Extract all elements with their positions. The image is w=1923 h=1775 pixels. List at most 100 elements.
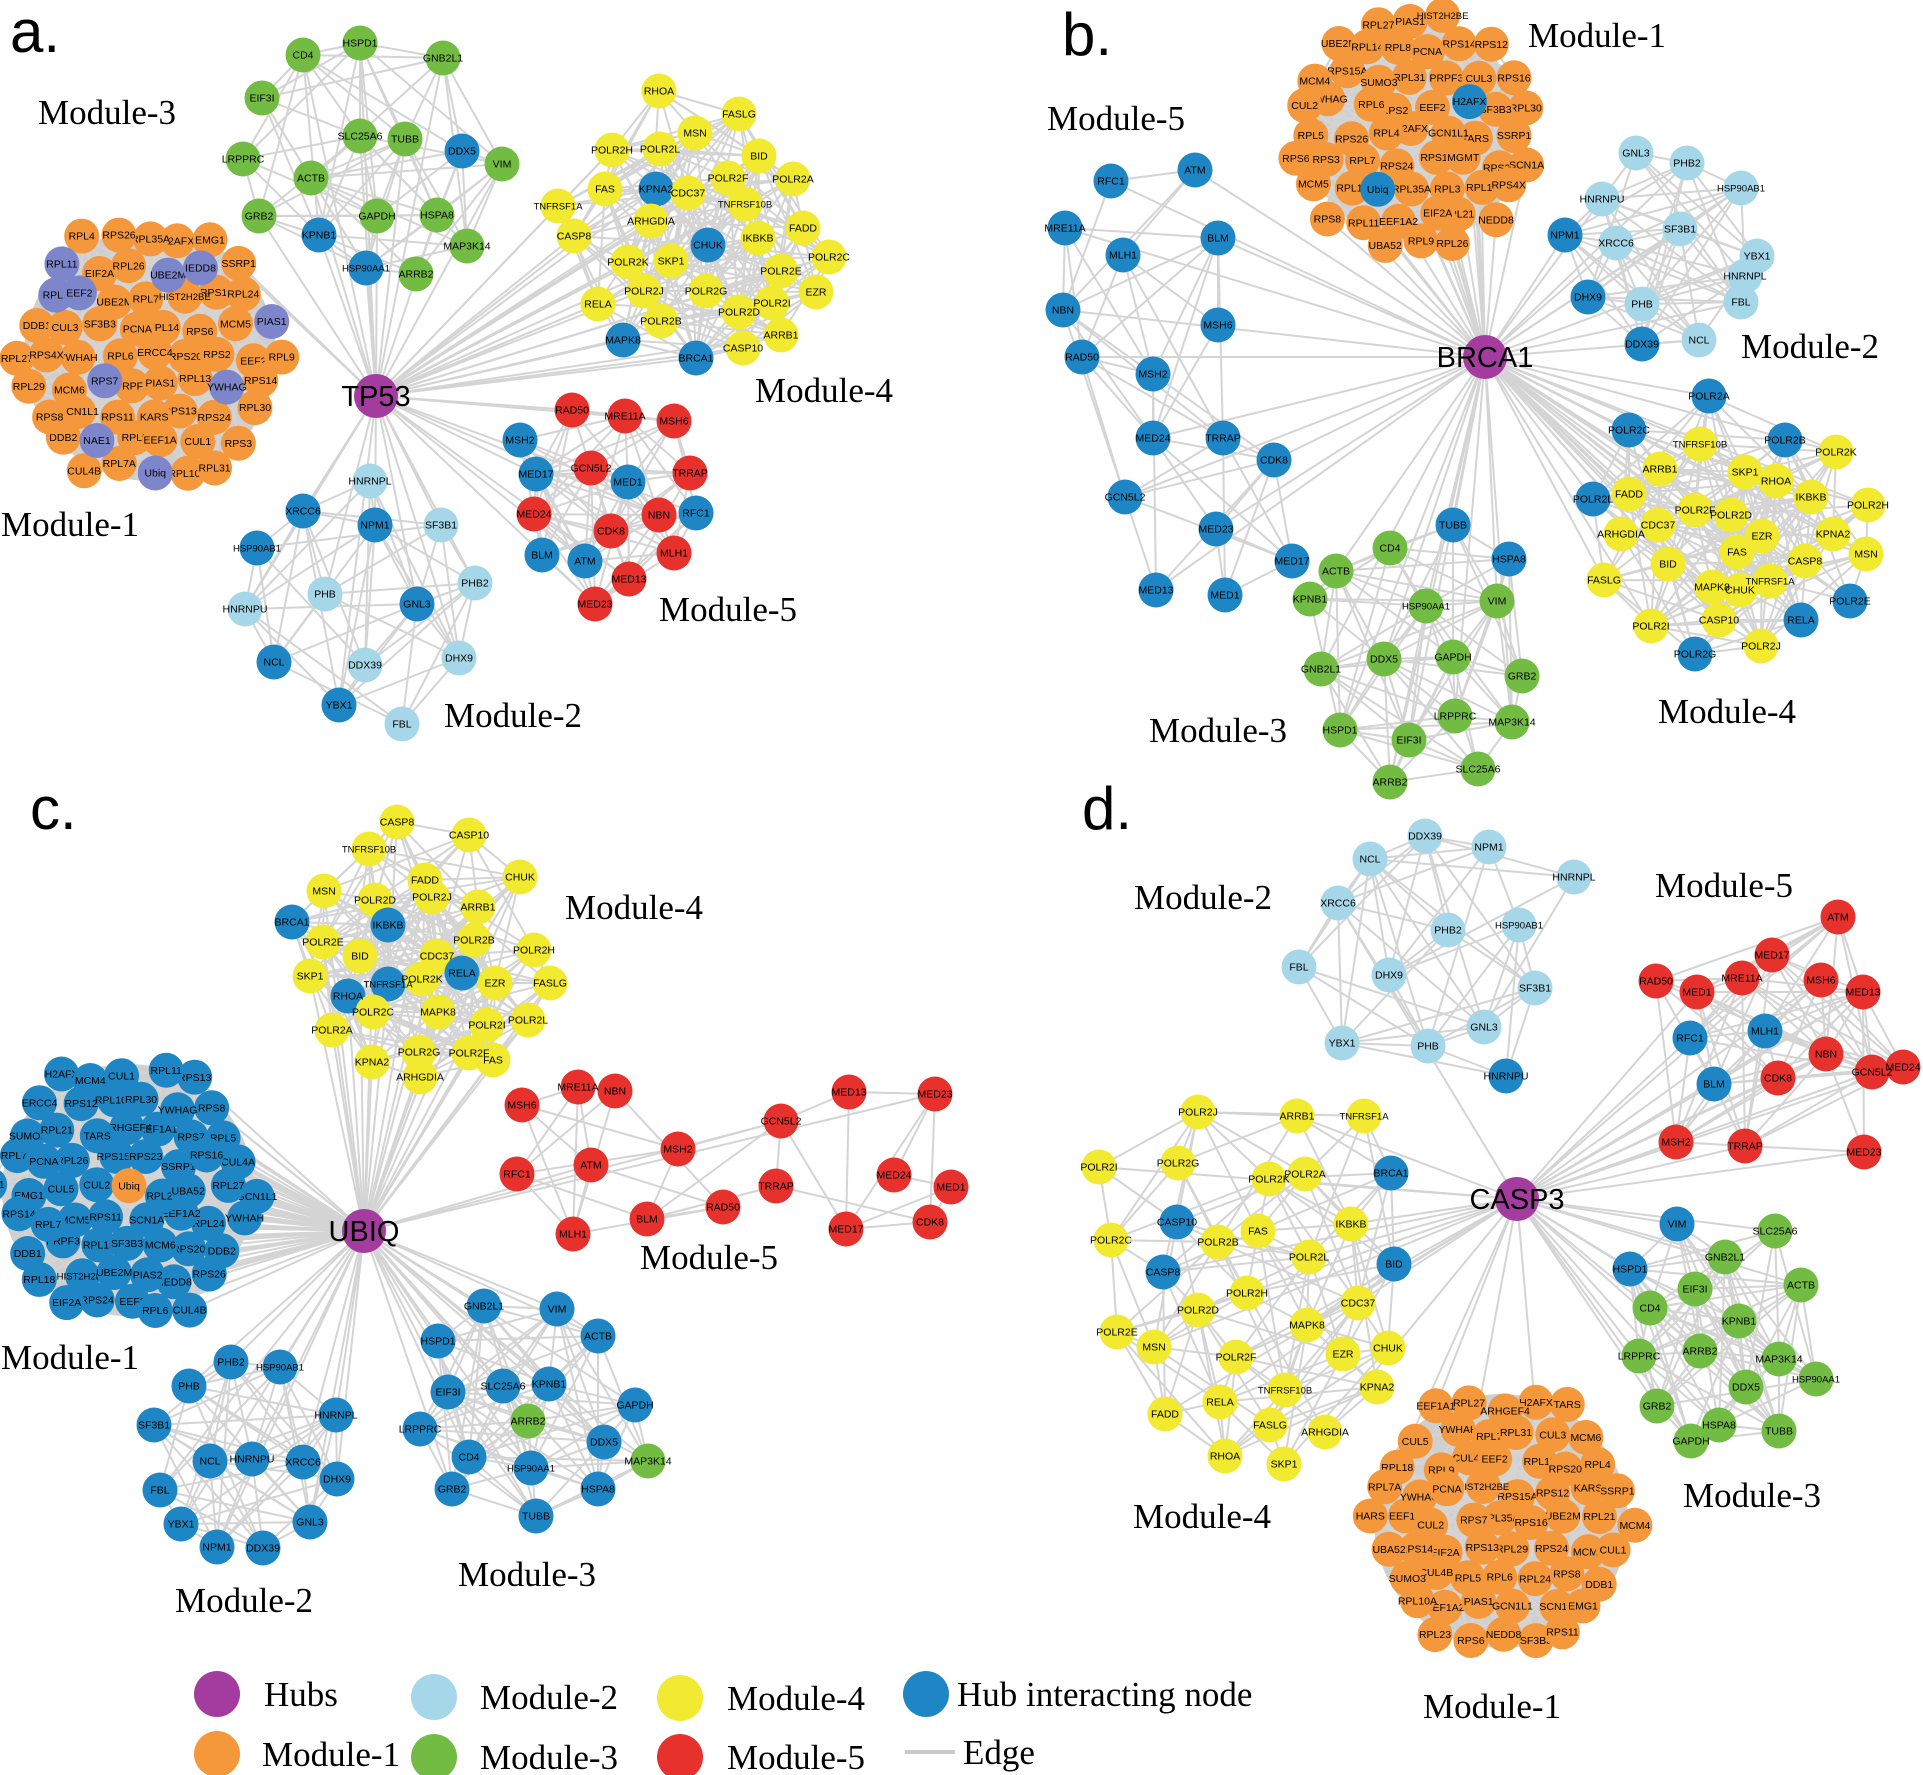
svg-text:KPNB1: KPNB1 — [302, 230, 337, 242]
svg-text:RPL18: RPL18 — [23, 1274, 55, 1286]
svg-text:RPL7A: RPL7A — [103, 458, 136, 470]
svg-text:DDB1: DDB1 — [1585, 1579, 1613, 1591]
svg-text:GCN5L2: GCN5L2 — [1105, 492, 1146, 504]
svg-text:PHB: PHB — [314, 589, 336, 601]
svg-text:CDC37: CDC37 — [1341, 1298, 1376, 1310]
svg-text:RPS20: RPS20 — [172, 1243, 205, 1255]
svg-text:RPL27: RPL27 — [212, 1180, 244, 1192]
svg-text:GAPDH: GAPDH — [1434, 652, 1471, 664]
svg-text:YBX1: YBX1 — [1329, 1038, 1356, 1050]
svg-text:YWHAG: YWHAG — [207, 382, 247, 394]
svg-text:EZR: EZR — [806, 287, 827, 299]
svg-text:TNFRSF1A: TNFRSF1A — [1339, 1112, 1389, 1123]
svg-text:ARRB2: ARRB2 — [1682, 1346, 1717, 1358]
svg-text:RPL13: RPL13 — [1524, 1456, 1556, 1468]
svg-text:RPL29: RPL29 — [1496, 1544, 1528, 1556]
svg-text:Ubiq: Ubiq — [1367, 184, 1389, 196]
svg-text:MED1: MED1 — [613, 477, 642, 489]
svg-text:MRE11A: MRE11A — [557, 1082, 598, 1094]
svg-text:ACTB: ACTB — [1787, 1280, 1815, 1292]
svg-text:CD4: CD4 — [1379, 543, 1400, 555]
svg-text:MSH2: MSH2 — [505, 435, 534, 447]
svg-text:CD4: CD4 — [292, 50, 313, 62]
svg-text:UBIQ: UBIQ — [329, 1216, 400, 1248]
svg-text:CASP3: CASP3 — [1469, 1184, 1564, 1216]
svg-text:KPNA2: KPNA2 — [639, 184, 674, 196]
svg-text:CUL4B: CUL4B — [1419, 1567, 1453, 1579]
svg-text:YWHAH: YWHAH — [58, 352, 97, 364]
svg-text:GCN5L2: GCN5L2 — [571, 463, 612, 475]
svg-text:GCN1L1: GCN1L1 — [58, 406, 99, 418]
svg-text:PCNA: PCNA — [123, 324, 152, 336]
svg-text:Module-2: Module-2 — [1134, 878, 1272, 917]
svg-text:EEF1A1: EEF1A1 — [1416, 1400, 1455, 1412]
svg-text:MED24: MED24 — [516, 509, 551, 521]
svg-text:GCN5L2: GCN5L2 — [1852, 1067, 1893, 1079]
svg-text:EEF1A2: EEF1A2 — [1425, 1602, 1464, 1614]
svg-text:Module-1: Module-1 — [1423, 1687, 1561, 1726]
svg-text:RPS16: RPS16 — [190, 1150, 223, 1162]
svg-text:TARS: TARS — [1554, 1399, 1581, 1411]
svg-text:CUL3: CUL3 — [1539, 1429, 1566, 1441]
svg-text:POLR2D: POLR2D — [354, 895, 396, 907]
svg-text:SCN1A: SCN1A — [129, 1214, 164, 1226]
svg-text:TRRAP: TRRAP — [1727, 1141, 1763, 1153]
svg-text:RPL14: RPL14 — [147, 322, 179, 334]
svg-text:CHUK: CHUK — [505, 872, 535, 884]
svg-text:NPM1: NPM1 — [1474, 842, 1503, 854]
svg-text:ARHGDIA: ARHGDIA — [627, 216, 675, 228]
svg-text:GCN1L1: GCN1L1 — [237, 1191, 278, 1203]
svg-text:RPS14: RPS14 — [244, 375, 277, 387]
svg-text:CUL5: CUL5 — [48, 1183, 75, 1195]
svg-text:LRPPRC: LRPPRC — [399, 1424, 442, 1436]
svg-text:CUL5: CUL5 — [1402, 1436, 1429, 1448]
svg-text:RPL10A: RPL10A — [1398, 1595, 1437, 1607]
svg-text:UBE2M: UBE2M — [96, 1267, 132, 1279]
svg-text:RPL27: RPL27 — [1362, 19, 1394, 31]
svg-text:SF3B3: SF3B3 — [1520, 1635, 1552, 1647]
svg-text:DDX39: DDX39 — [246, 1543, 280, 1555]
svg-text:Module-4: Module-4 — [565, 888, 703, 927]
svg-text:SSRP1: SSRP1 — [1497, 130, 1532, 142]
svg-text:RPS24: RPS24 — [1380, 161, 1413, 173]
svg-text:TNFRSF10B: TNFRSF10B — [718, 200, 772, 211]
svg-text:SLC25A6: SLC25A6 — [338, 131, 383, 143]
svg-text:CUL3: CUL3 — [1465, 73, 1492, 85]
svg-text:HSP90AB1: HSP90AB1 — [256, 1363, 304, 1374]
svg-text:Module-3: Module-3 — [38, 93, 176, 132]
svg-text:DDX39: DDX39 — [1408, 831, 1442, 843]
svg-text:Hub interacting node: Hub interacting node — [957, 1675, 1252, 1714]
svg-text:NBN: NBN — [648, 510, 670, 522]
svg-text:GNB2L1: GNB2L1 — [464, 1301, 504, 1313]
svg-text:H2AFX: H2AFX — [160, 235, 194, 247]
svg-text:ARRB1: ARRB1 — [1642, 464, 1677, 476]
svg-text:GAPDH: GAPDH — [1672, 1436, 1709, 1448]
svg-text:Module-5: Module-5 — [1047, 99, 1185, 138]
svg-text:IKBKB: IKBKB — [1336, 1219, 1367, 1231]
svg-text:RPL6: RPL6 — [142, 1305, 168, 1317]
svg-text:CDC37: CDC37 — [671, 188, 706, 200]
svg-text:POLR2A: POLR2A — [311, 1025, 352, 1037]
svg-text:CDC37: CDC37 — [420, 951, 455, 963]
svg-text:MCM6: MCM6 — [1570, 1432, 1601, 1444]
svg-text:LRPPRC: LRPPRC — [222, 154, 265, 166]
svg-text:XRCC6: XRCC6 — [285, 506, 321, 518]
svg-text:MRE11A: MRE11A — [604, 411, 645, 423]
svg-text:TNFRSF10B: TNFRSF10B — [1258, 1386, 1312, 1397]
svg-text:POLR2K: POLR2K — [401, 974, 442, 986]
svg-text:RPS4X: RPS4X — [1491, 179, 1525, 191]
svg-text:GNL3: GNL3 — [1622, 148, 1650, 160]
svg-text:POLR2E: POLR2E — [760, 266, 801, 278]
svg-text:Module-3: Module-3 — [480, 1738, 618, 1775]
svg-text:SUMO3: SUMO3 — [9, 1131, 47, 1143]
svg-text:HSPA8: HSPA8 — [420, 210, 454, 222]
svg-text:NAE1: NAE1 — [83, 435, 111, 447]
svg-text:MED17: MED17 — [518, 469, 553, 481]
svg-text:H2AFX: H2AFX — [1519, 1397, 1553, 1409]
svg-text:RPS7: RPS7 — [91, 375, 119, 387]
svg-text:PRPF3: PRPF3 — [115, 380, 149, 392]
svg-text:HSPD1: HSPD1 — [420, 1336, 455, 1348]
svg-text:RFC1: RFC1 — [1676, 1033, 1704, 1045]
svg-text:RPL30: RPL30 — [1510, 103, 1542, 115]
svg-text:MED1: MED1 — [1682, 987, 1711, 999]
